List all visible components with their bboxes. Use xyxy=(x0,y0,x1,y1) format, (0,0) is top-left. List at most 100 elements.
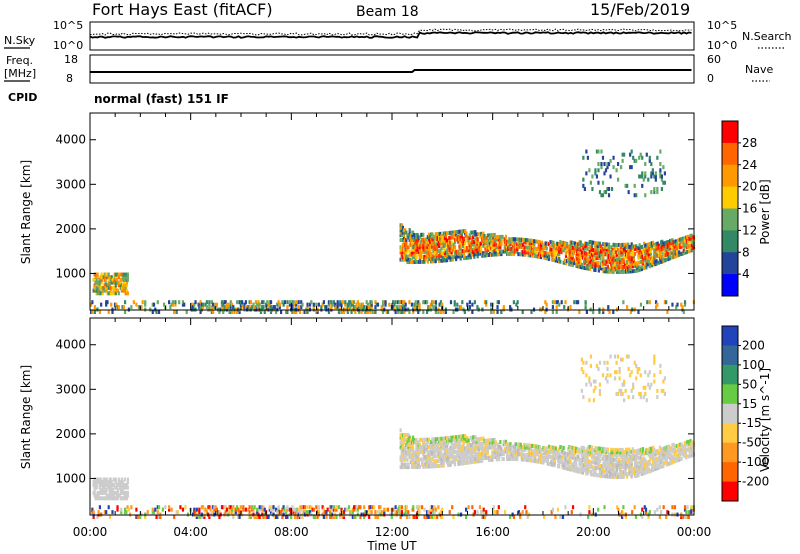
velocity-cell xyxy=(593,453,596,458)
velocity-cell xyxy=(614,462,617,467)
power-cell xyxy=(399,310,402,314)
power-cell xyxy=(419,232,423,237)
power-cell xyxy=(633,158,636,163)
power-cell xyxy=(545,256,548,261)
noise-panel: N.Sky 10^5 10^0 10^5 10^0 N.Search xyxy=(4,19,792,52)
velocity-cell xyxy=(589,472,593,477)
power-cell xyxy=(457,239,460,244)
power-cell xyxy=(629,266,632,271)
velocity-cell xyxy=(667,444,671,449)
velocity-cell xyxy=(445,458,449,463)
power-cell xyxy=(266,300,269,305)
velocity-cell xyxy=(646,462,649,467)
velocity-cell xyxy=(428,452,432,457)
power-cell xyxy=(631,264,634,269)
power-cell xyxy=(603,190,606,195)
power-cell xyxy=(455,257,458,262)
power-cell xyxy=(349,305,352,310)
power-cell xyxy=(558,244,561,249)
velocity-cell xyxy=(104,490,107,495)
power-cell xyxy=(564,251,568,256)
power-cell xyxy=(636,268,639,273)
velocity-cell xyxy=(683,507,687,512)
power-cell xyxy=(405,250,408,255)
power-cell xyxy=(470,237,474,242)
power-cell xyxy=(448,240,451,245)
velocity-cell xyxy=(678,443,681,448)
power-cell xyxy=(561,243,564,248)
power-cell xyxy=(125,288,128,293)
power-cell xyxy=(592,265,595,270)
velocity-cell xyxy=(638,470,641,475)
power-cell xyxy=(648,158,651,163)
velocity-cell xyxy=(657,458,660,463)
power-cell xyxy=(441,251,444,256)
power-cell xyxy=(630,244,633,249)
power-cell xyxy=(607,245,611,250)
velocity-cell xyxy=(630,462,633,467)
power-cell xyxy=(429,302,432,307)
velocity-cell xyxy=(530,448,534,453)
velocity-cell xyxy=(164,505,167,510)
power-cell xyxy=(556,254,560,259)
velocity-cell xyxy=(460,446,463,451)
velocity-cell xyxy=(613,462,616,467)
velocity-cell xyxy=(91,507,94,512)
velocity-cell xyxy=(404,505,407,510)
velocity-cell xyxy=(244,507,247,512)
velocity-cell xyxy=(292,510,295,515)
velocity-cell xyxy=(450,460,453,465)
velocity-cell xyxy=(552,445,555,450)
power-cell xyxy=(619,269,622,274)
power-cell xyxy=(610,186,614,191)
power-cell xyxy=(399,225,402,230)
velocity-cell xyxy=(198,515,201,519)
velocity-cell xyxy=(499,447,502,452)
power-cell xyxy=(427,305,430,310)
velocity-cell xyxy=(585,382,588,387)
velocity-cell xyxy=(464,515,468,519)
velocity-cell xyxy=(573,456,577,461)
power-cell xyxy=(458,234,461,239)
power-cell xyxy=(450,247,453,252)
velocity-cell xyxy=(428,462,432,467)
power-cell xyxy=(579,245,582,250)
power-cell xyxy=(252,302,255,307)
velocity-cell xyxy=(572,468,576,473)
power-cell xyxy=(424,244,427,249)
velocity-cell xyxy=(500,447,503,452)
power-cell xyxy=(461,229,465,234)
power-cell xyxy=(590,242,594,247)
velocity-cell xyxy=(412,450,415,455)
power-cell xyxy=(475,244,478,249)
power-cell xyxy=(434,246,437,251)
velocity-cell xyxy=(440,446,443,451)
power-cell xyxy=(487,240,491,245)
power-cell xyxy=(651,168,654,173)
velocity-cell xyxy=(464,451,467,456)
velocity-cell xyxy=(604,452,607,457)
velocity-cell xyxy=(229,505,232,510)
power-cell xyxy=(662,258,665,263)
velocity-cell xyxy=(530,443,534,448)
power-cell xyxy=(605,249,608,254)
velocity-cell xyxy=(542,448,545,453)
power-cell xyxy=(609,174,612,179)
power-cell xyxy=(626,264,629,269)
velocity-cell xyxy=(417,445,420,450)
velocity-cell xyxy=(402,435,406,440)
power-cell xyxy=(633,261,637,266)
power-cell xyxy=(458,251,461,256)
power-cell xyxy=(233,310,236,314)
velocity-cell xyxy=(537,454,540,459)
velocity-cell xyxy=(546,451,549,456)
power-cell xyxy=(641,155,644,160)
velocity-cell xyxy=(547,461,551,466)
velocity-cell xyxy=(623,462,626,467)
velocity-cell xyxy=(648,385,651,390)
velocity-cell xyxy=(515,457,518,462)
velocity-cell xyxy=(610,462,613,467)
power-cell xyxy=(530,246,534,251)
velocity-cell xyxy=(517,447,520,452)
power-cell xyxy=(100,280,103,285)
